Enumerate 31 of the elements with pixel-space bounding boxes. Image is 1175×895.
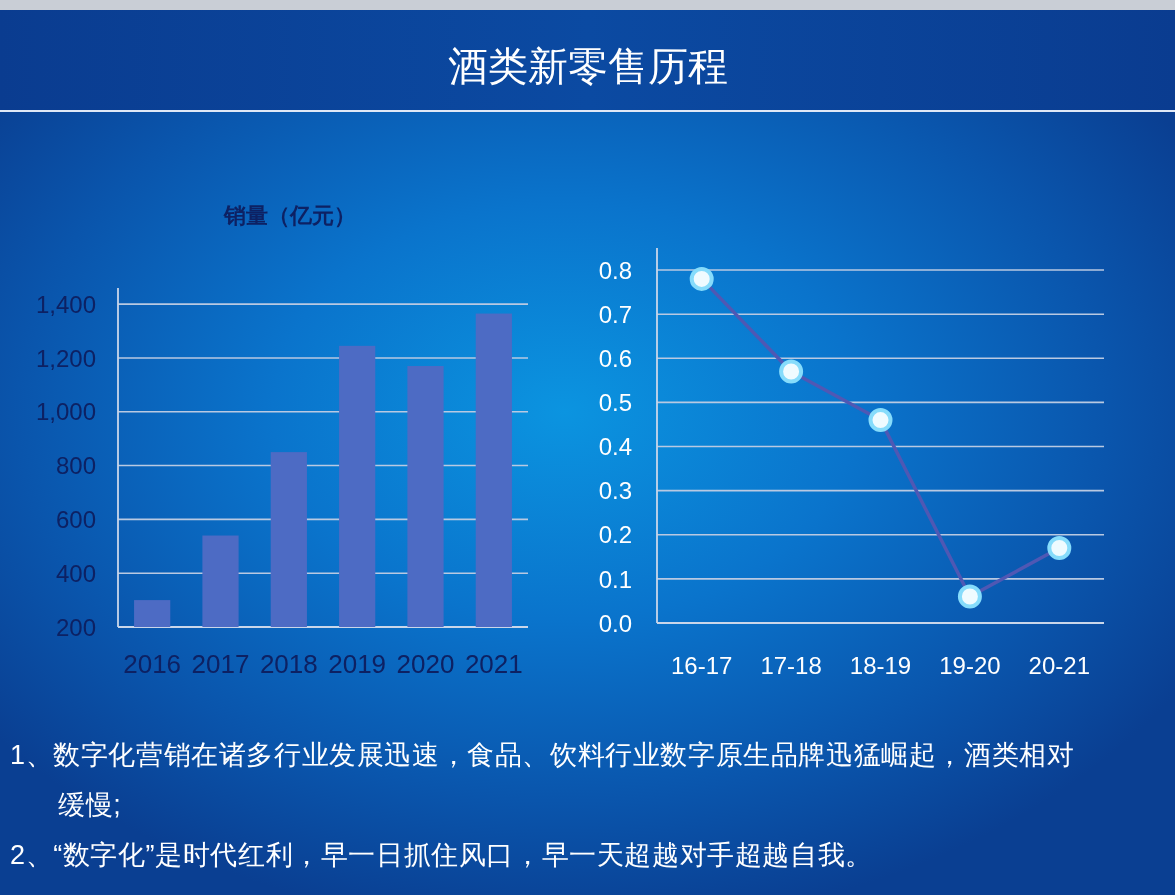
y-tick-label: 0.2 bbox=[598, 521, 632, 549]
y-tick-label: 800 bbox=[55, 452, 96, 480]
y-tick-label: 0.7 bbox=[598, 300, 632, 328]
y-tick-label: 600 bbox=[55, 506, 96, 534]
y-axis-title: 销量（亿元） bbox=[223, 202, 356, 228]
x-tick-label: 18-19 bbox=[849, 652, 912, 679]
text: 2、“数字化”是时代红利，早一日抓住风口，早一天超越对手超越自我。 bbox=[10, 839, 874, 872]
x-tick-label: 2020 bbox=[396, 649, 455, 679]
x-tick-label: 2016 bbox=[123, 649, 182, 679]
x-tick-label: 2018 bbox=[259, 649, 318, 679]
x-tick-label: 16-17 bbox=[671, 652, 733, 679]
y-tick-label: 0.0 bbox=[598, 609, 632, 637]
y-tick-label: 0.4 bbox=[598, 433, 632, 461]
x-tick-label: 17-18 bbox=[760, 652, 822, 679]
y-tick-label: 400 bbox=[55, 559, 96, 587]
text: 1、数字化营销在诸多行业发展迅速，食品、饮料行业数字原生品牌迅猛崛起，酒类相对缓慢; bbox=[10, 739, 1076, 822]
x-tick-label: 20-21 bbox=[1028, 652, 1090, 679]
y-tick-label: 0.1 bbox=[598, 565, 632, 593]
y-tick-label: 1,200 bbox=[35, 344, 96, 372]
x-tick-label: 19-20 bbox=[939, 652, 1001, 679]
y-tick-label: 200 bbox=[55, 613, 96, 641]
y-tick-label: 0.8 bbox=[598, 256, 632, 284]
y-tick-label: 1,000 bbox=[35, 398, 96, 426]
y-tick-label: 0.6 bbox=[598, 344, 632, 372]
text: 酒类新零售历程 bbox=[446, 43, 729, 90]
x-tick-label: 2021 bbox=[464, 649, 523, 679]
x-tick-label: 2019 bbox=[328, 649, 387, 679]
y-tick-label: 0.3 bbox=[598, 477, 632, 505]
x-tick-label: 2017 bbox=[191, 649, 250, 679]
y-tick-label: 1,400 bbox=[35, 290, 96, 318]
y-tick-label: 0.5 bbox=[598, 389, 632, 417]
